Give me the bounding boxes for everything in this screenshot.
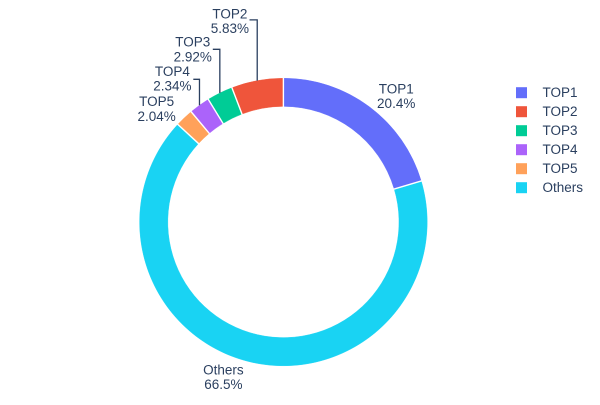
svg-text:TOP1: TOP1 (379, 82, 414, 97)
svg-text:TOP5: TOP5 (543, 161, 578, 176)
svg-text:TOP4: TOP4 (155, 64, 191, 79)
svg-text:Others: Others (543, 180, 584, 195)
svg-text:20.4%: 20.4% (377, 96, 415, 111)
svg-text:TOP2: TOP2 (543, 104, 578, 119)
svg-text:TOP3: TOP3 (175, 35, 210, 50)
svg-text:Others: Others (203, 362, 244, 377)
svg-text:TOP4: TOP4 (543, 142, 579, 157)
svg-text:2.34%: 2.34% (153, 79, 191, 94)
svg-text:66.5%: 66.5% (204, 377, 242, 392)
svg-text:2.92%: 2.92% (174, 49, 212, 64)
svg-text:TOP5: TOP5 (139, 94, 174, 109)
svg-text:TOP1: TOP1 (543, 85, 578, 100)
svg-text:TOP3: TOP3 (543, 123, 578, 138)
svg-text:TOP2: TOP2 (212, 7, 247, 22)
svg-text:5.83%: 5.83% (211, 21, 249, 36)
svg-text:2.04%: 2.04% (137, 109, 175, 124)
